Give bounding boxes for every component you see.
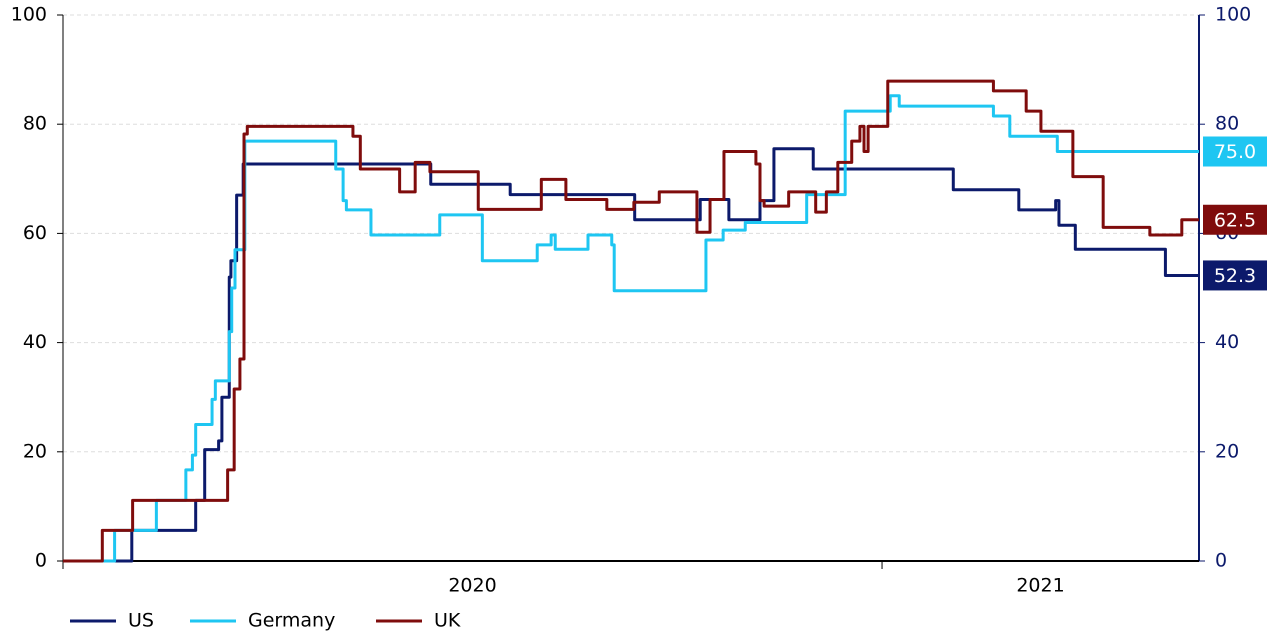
legend-label: Germany	[248, 610, 335, 632]
line	[63, 79, 1199, 563]
y2-tick-label: 100	[1215, 4, 1251, 26]
end-label-box	[1203, 204, 1267, 235]
line	[63, 94, 1199, 563]
legend-label: UK	[434, 610, 461, 632]
y-tick-label: 20	[23, 440, 47, 462]
y-tick-label: 60	[23, 222, 47, 244]
y-tick-label: 80	[23, 113, 47, 135]
y-tick-label: 100	[11, 4, 47, 26]
end-label-box	[1203, 260, 1267, 291]
end-label: 52.3	[1214, 265, 1256, 287]
x-tick-label: 2021	[1016, 575, 1064, 597]
legend-label: US	[128, 610, 154, 632]
y-tick-label: 40	[23, 331, 47, 353]
y-tick-label: 0	[35, 550, 47, 572]
x-tick-label: 2020	[448, 575, 496, 597]
y2-tick-label: 80	[1215, 113, 1239, 135]
y2-tick-label: 20	[1215, 440, 1239, 462]
end-label: 62.5	[1214, 209, 1256, 231]
end-label: 75.0	[1214, 141, 1256, 163]
end-label-box	[1203, 136, 1267, 167]
y2-tick-label: 0	[1215, 550, 1227, 572]
y2-tick-label: 40	[1215, 331, 1239, 353]
